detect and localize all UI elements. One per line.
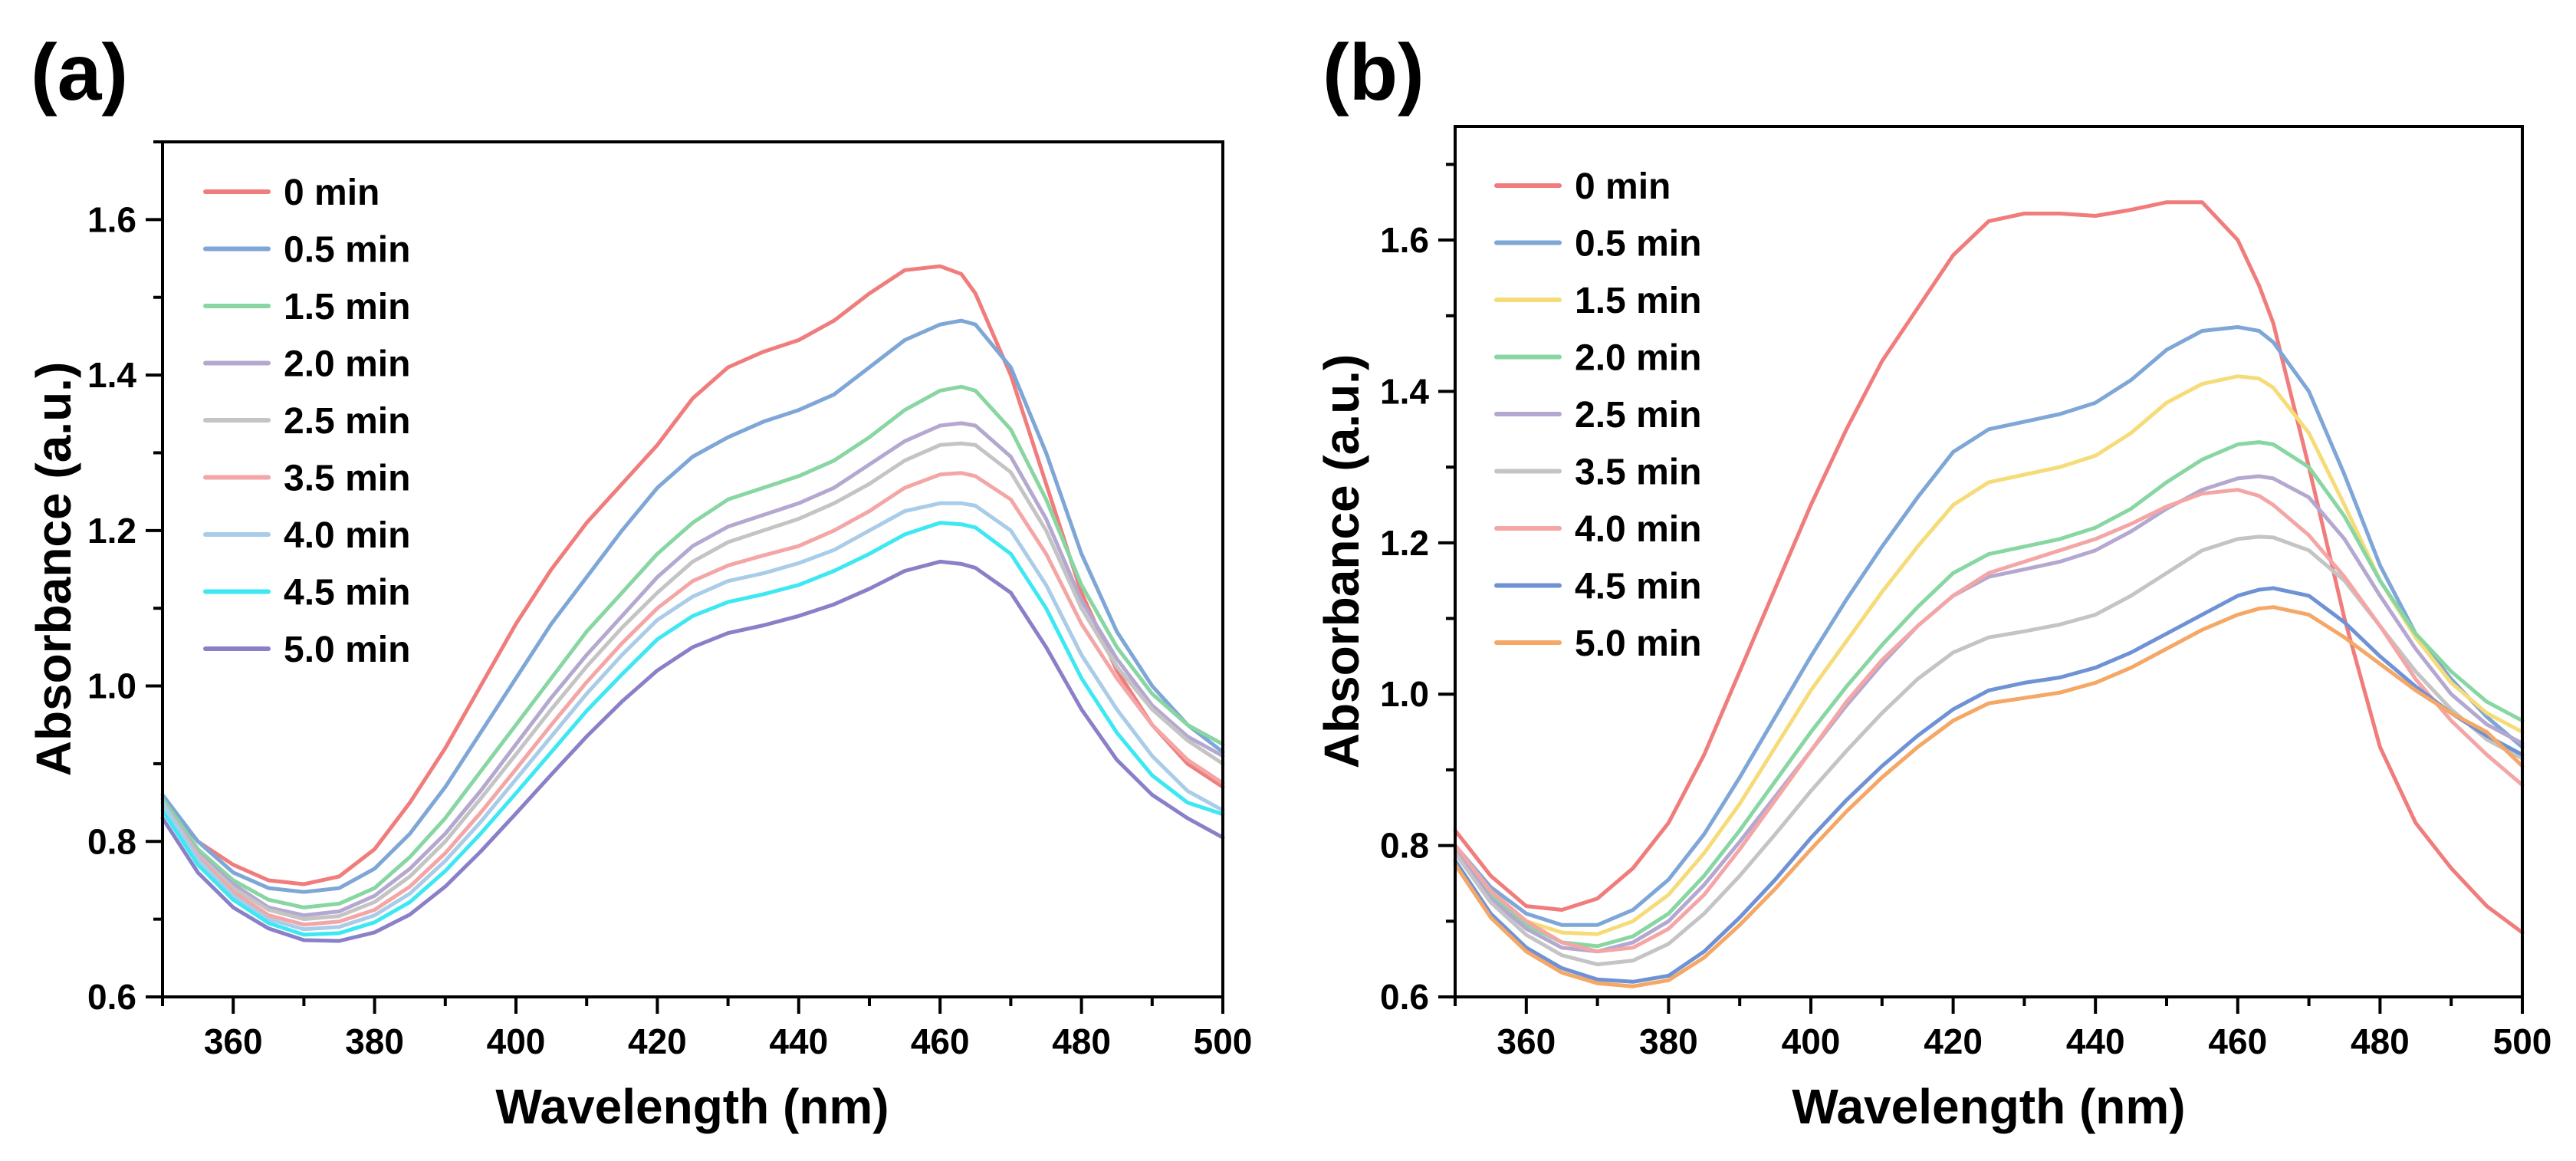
x-tick-label: 440 — [2066, 1021, 2125, 1061]
y-tick-label: 1.0 — [1380, 674, 1429, 714]
panel-b-series-line-6 — [1453, 488, 2525, 954]
panel-b: (b) 360 380 400 420 440 460 480 500 0.6 0.8 1.0 1.… — [1314, 28, 2551, 1134]
y-tick-label: 1.4 — [1380, 371, 1429, 411]
panel-b-plot-content — [1453, 200, 2525, 988]
legend-label: 2.5 min — [1575, 395, 1701, 436]
y-tick-label: 0.6 — [1380, 977, 1429, 1017]
panel-label-b: (b) — [1322, 28, 1424, 117]
x-tick-label: 500 — [2493, 1021, 2552, 1061]
panel-b-legend: 0 min 0.5 min 1.5 min 2.0 min 2.5 min 3.5 min… — [1494, 166, 1701, 664]
legend-label: 0 min — [284, 173, 380, 213]
panel-a: (a) 360 380 400 420 440 460 480 500 0.6 0.8 1.0 1.… — [26, 28, 1252, 1134]
panel-a-series-line-1 — [160, 318, 1225, 894]
x-tick-label: 440 — [769, 1021, 828, 1061]
panel-a-series-line-0 — [160, 264, 1225, 886]
legend-label: 5.0 min — [1575, 623, 1701, 664]
panel-b-series-line-3 — [1453, 440, 2525, 949]
panel-b-series-line-0 — [1453, 200, 2525, 935]
legend-label: 4.0 min — [284, 515, 410, 556]
x-tick-label: 360 — [1497, 1021, 1556, 1061]
panel-a-series-line-8 — [160, 559, 1225, 943]
legend-label: 4.5 min — [1575, 567, 1701, 607]
y-tick-label: 1.2 — [1380, 523, 1429, 563]
panel-a-plot-content — [160, 264, 1225, 943]
x-tick-label: 460 — [911, 1021, 970, 1061]
panel-b-plot-frame — [1454, 125, 2524, 998]
legend-label: 2.5 min — [284, 401, 410, 442]
panel-a-legend: 0 min 0.5 min 1.5 min 2.0 min 2.5 min 3.5 min… — [203, 173, 410, 670]
panel-b-x-axis-title: Wavelength (nm) — [1792, 1079, 2185, 1134]
legend-label: 3.5 min — [284, 459, 410, 499]
legend-label: 0.5 min — [1575, 224, 1701, 265]
panel-b-series-line-4 — [1453, 474, 2525, 954]
panel-a-y-axis-title: Absorbance (a.u.) — [26, 362, 81, 777]
x-tick-label: 460 — [2208, 1021, 2267, 1061]
panel-a-series-line-7 — [160, 521, 1225, 937]
panel-b-series-line-5 — [1453, 534, 2525, 967]
panel-a-series-line-3 — [160, 421, 1225, 918]
y-tick-label: 1.6 — [87, 199, 136, 239]
y-tick-label: 1.4 — [87, 355, 136, 395]
legend-label: 0.5 min — [284, 230, 410, 271]
x-tick-label: 400 — [1782, 1021, 1841, 1061]
panel-a-x-axis-title: Wavelength (nm) — [495, 1079, 889, 1134]
x-tick-label: 500 — [1194, 1021, 1253, 1061]
panel-a-series-line-6 — [160, 501, 1225, 932]
panel-a-series-line-4 — [160, 441, 1225, 922]
legend-label: 2.0 min — [1575, 338, 1701, 379]
x-tick-label: 420 — [628, 1021, 687, 1061]
panel-b-y-axis-title: Absorbance (a.u.) — [1314, 354, 1369, 769]
panel-b-series-line-8 — [1453, 605, 2525, 988]
x-tick-label: 380 — [345, 1021, 404, 1061]
x-tick-label: 360 — [204, 1021, 263, 1061]
panel-a-y-axis: 0.6 0.8 1.0 1.2 1.4 1.6 — [87, 140, 163, 1017]
panel-a-series-line-5 — [160, 471, 1225, 927]
y-tick-label: 1.2 — [87, 511, 136, 551]
panel-a-x-axis: 360 380 400 420 440 460 480 500 — [161, 997, 1253, 1061]
y-tick-label: 1.0 — [87, 666, 136, 706]
legend-label: 3.5 min — [1575, 452, 1701, 493]
legend-label: 0 min — [1575, 166, 1671, 207]
panel-b-y-axis: 0.6 0.8 1.0 1.2 1.4 1.6 — [1380, 163, 1455, 1017]
x-tick-label: 400 — [487, 1021, 546, 1061]
legend-label: 2.0 min — [284, 344, 410, 385]
y-tick-label: 1.6 — [1380, 220, 1429, 260]
legend-label: 1.5 min — [1575, 281, 1701, 321]
legend-label: 5.0 min — [284, 630, 410, 670]
y-tick-label: 0.6 — [87, 977, 136, 1017]
y-tick-label: 0.8 — [1380, 826, 1429, 866]
x-tick-label: 380 — [1639, 1021, 1698, 1061]
legend-label: 1.5 min — [284, 287, 410, 327]
y-tick-label: 0.8 — [87, 821, 136, 861]
x-tick-label: 420 — [1924, 1021, 1983, 1061]
panel-a-series-line-2 — [160, 384, 1225, 909]
panel-b-series-line-2 — [1453, 374, 2525, 936]
panel-b-series-line-1 — [1453, 325, 2525, 927]
x-tick-label: 480 — [1052, 1021, 1111, 1061]
panel-b-x-axis: 360 380 400 420 440 460 480 500 — [1454, 997, 2552, 1061]
legend-label: 4.5 min — [284, 573, 410, 613]
panel-a-plot-frame — [161, 140, 1224, 998]
panel-b-series-line-7 — [1453, 586, 2525, 984]
legend-label: 4.0 min — [1575, 509, 1701, 550]
x-tick-label: 480 — [2351, 1021, 2410, 1061]
panel-label-a: (a) — [31, 28, 128, 117]
